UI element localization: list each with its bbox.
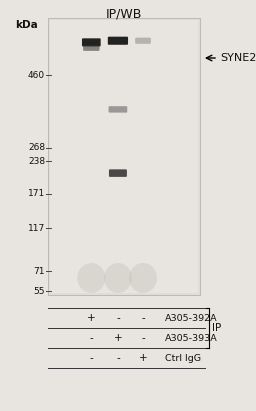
Text: -: -	[89, 333, 93, 343]
Text: 171: 171	[28, 189, 45, 199]
Text: Ctrl IgG: Ctrl IgG	[165, 353, 201, 363]
Text: +: +	[114, 333, 122, 343]
Text: 117: 117	[28, 224, 45, 233]
Text: -: -	[141, 333, 145, 343]
FancyBboxPatch shape	[135, 38, 151, 44]
FancyBboxPatch shape	[108, 37, 128, 45]
FancyBboxPatch shape	[109, 106, 127, 113]
Text: IP/WB: IP/WB	[106, 8, 142, 21]
Text: +: +	[87, 313, 96, 323]
Ellipse shape	[104, 263, 132, 293]
Text: 71: 71	[34, 266, 45, 275]
Text: -: -	[116, 313, 120, 323]
Text: 238: 238	[28, 157, 45, 166]
Text: -: -	[141, 313, 145, 323]
Text: 55: 55	[34, 286, 45, 296]
Text: 268: 268	[28, 143, 45, 152]
FancyBboxPatch shape	[109, 169, 127, 177]
Ellipse shape	[77, 263, 105, 293]
Text: +: +	[139, 353, 147, 363]
Ellipse shape	[129, 263, 157, 293]
Text: -: -	[116, 353, 120, 363]
Text: A305-393A: A305-393A	[165, 333, 218, 342]
Text: 460: 460	[28, 71, 45, 79]
Bar	[50, 20, 198, 293]
Text: IP: IP	[212, 323, 221, 333]
Text: A305-392A: A305-392A	[165, 314, 218, 323]
Text: kDa: kDa	[15, 20, 38, 30]
Bar	[48, 18, 200, 295]
FancyBboxPatch shape	[82, 38, 101, 46]
FancyBboxPatch shape	[83, 45, 100, 51]
Text: SYNE2: SYNE2	[220, 53, 256, 63]
Text: -: -	[89, 353, 93, 363]
